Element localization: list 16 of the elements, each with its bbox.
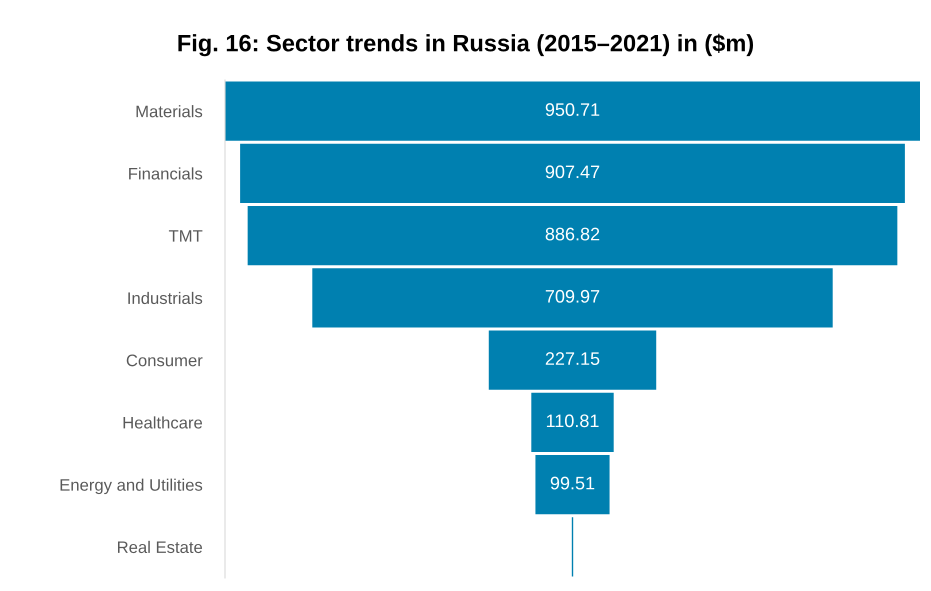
category-label: Financials xyxy=(129,167,202,180)
data-label: 227.15 xyxy=(546,352,600,365)
category-label: Industrials xyxy=(128,292,202,304)
text: Fig. 16: Sector trends in Russia (2015–2021) in ($m) xyxy=(178,34,754,56)
category-label: Consumer xyxy=(126,354,203,366)
data-label: 99.51 xyxy=(550,476,594,490)
data-label: 110.81 xyxy=(546,414,599,428)
data-label: 886.82 xyxy=(546,228,600,240)
data-label: 709.97 xyxy=(546,290,600,303)
data-label: 950.71 xyxy=(546,103,600,116)
category-label: Real Estate xyxy=(118,540,202,554)
data-label: 907.47 xyxy=(546,165,600,178)
category-label: Energy and Utilities xyxy=(60,478,202,494)
category-label: TMT xyxy=(168,230,202,242)
category-label: Materials xyxy=(136,105,202,118)
category-label: Healthcare xyxy=(124,416,202,429)
